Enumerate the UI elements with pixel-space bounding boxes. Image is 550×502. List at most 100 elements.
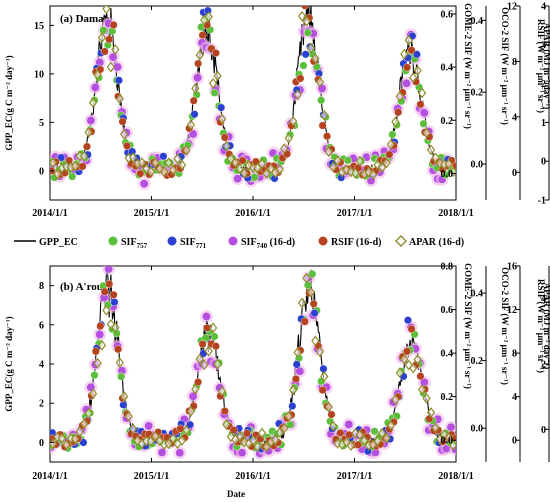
apar-point xyxy=(266,163,276,174)
apar-point xyxy=(280,422,289,434)
apar-point xyxy=(417,87,427,99)
apar-point xyxy=(386,420,396,431)
data-marks-a xyxy=(50,6,456,191)
apar-point xyxy=(426,144,436,156)
apar-point xyxy=(386,139,396,150)
apar-point xyxy=(293,347,302,358)
s740-point xyxy=(202,312,211,321)
x-axis-b: 2014/1/1 2015/1/1 2016/1/1 2017/1/1 2018/1/1 xyxy=(32,266,474,482)
apar-point xyxy=(53,431,62,443)
legend-item: SIF740 (16-d) xyxy=(228,236,295,250)
s771-point xyxy=(310,309,319,318)
legend-diamond-swatch xyxy=(395,235,407,247)
apar-point xyxy=(306,286,316,298)
apar-point xyxy=(235,163,244,175)
apar-point xyxy=(160,166,169,177)
apar-point xyxy=(275,427,284,439)
x-tick-label: 2018/1/1 xyxy=(438,471,474,482)
right-tick-label: 4 xyxy=(512,392,517,403)
s740-point xyxy=(237,448,247,458)
apar-point xyxy=(204,11,213,23)
rsif-point xyxy=(82,142,91,151)
apar-point xyxy=(262,441,271,453)
apar-point xyxy=(257,158,267,170)
apar-point xyxy=(191,383,200,395)
apar-point xyxy=(106,319,116,330)
apar-point xyxy=(213,70,222,82)
right-tick-label: 0.4 xyxy=(471,289,484,300)
apar-point xyxy=(97,339,107,351)
rsif-point xyxy=(403,347,412,356)
legend-label: APAR (16-d) xyxy=(409,237,464,248)
s771-point xyxy=(412,50,421,59)
apar-point xyxy=(195,49,204,61)
apar-point xyxy=(137,157,147,168)
apar-point xyxy=(80,150,89,162)
s757-point xyxy=(343,156,352,165)
apar-point xyxy=(191,83,200,94)
apar-point xyxy=(168,164,178,176)
s740-point xyxy=(402,78,411,88)
s757-point xyxy=(308,270,317,279)
apar-point xyxy=(377,427,387,439)
apar-point xyxy=(355,429,365,441)
legend-item: SIF757 xyxy=(108,236,148,250)
right-axis-title: APAR (MJ m⁻² day⁻¹) xyxy=(542,23,550,109)
apar-point xyxy=(426,407,436,418)
apar-point xyxy=(253,441,262,452)
apar-point xyxy=(417,384,427,396)
s740-point xyxy=(86,116,96,125)
apar-point xyxy=(151,430,160,442)
apar-point xyxy=(400,353,409,365)
s771-point xyxy=(403,316,412,325)
legend-label: SIF740 (16-d) xyxy=(241,237,295,250)
apar-point xyxy=(257,427,267,439)
s740-point xyxy=(295,366,305,376)
right-tick-label: 3 xyxy=(541,40,546,51)
right-tick-label: 8 xyxy=(512,349,517,360)
apar-point xyxy=(409,72,418,84)
rsif-point xyxy=(220,407,229,416)
apar-point xyxy=(133,435,142,446)
rsif-point xyxy=(354,440,363,449)
s771-point xyxy=(190,110,199,119)
right-tick-label: 0.6 xyxy=(441,305,454,316)
s740-point xyxy=(95,330,105,339)
apar-point xyxy=(186,119,196,131)
rsif-point xyxy=(114,345,123,354)
right-tick-label: 0 xyxy=(541,157,546,168)
legend-label: SIF771 xyxy=(180,237,207,250)
apar-point xyxy=(369,169,378,180)
s757-point xyxy=(419,119,428,128)
right-tick-label: 4 xyxy=(541,294,546,305)
legend-circle-swatch xyxy=(318,236,328,246)
apar-point xyxy=(128,152,138,164)
right-tick-label: 8 xyxy=(512,57,517,68)
gpp-tick-label: 0 xyxy=(39,166,44,177)
rsif-point xyxy=(318,386,327,395)
s757-point xyxy=(370,427,379,436)
apar-point xyxy=(253,162,262,174)
apar-point xyxy=(324,146,333,158)
rsif-point xyxy=(211,49,220,58)
apar-point xyxy=(217,113,227,125)
apar-point xyxy=(222,140,231,152)
apar-point xyxy=(195,353,204,365)
rsif-point xyxy=(194,378,203,387)
gpp-tick-label: 8 xyxy=(39,281,44,292)
apar-point xyxy=(329,420,338,432)
apar-point xyxy=(422,127,431,139)
apar-point xyxy=(262,168,271,179)
rsif-point xyxy=(176,424,185,433)
s740-point xyxy=(104,266,114,274)
apar-point xyxy=(320,110,329,121)
s757-point xyxy=(210,332,219,341)
apar-point xyxy=(275,164,284,175)
s740-point xyxy=(157,448,167,457)
apar-point xyxy=(400,48,409,60)
apar-point xyxy=(422,392,431,404)
s771-point xyxy=(186,420,195,429)
rsif-point xyxy=(416,100,425,109)
s740-point xyxy=(90,83,100,92)
